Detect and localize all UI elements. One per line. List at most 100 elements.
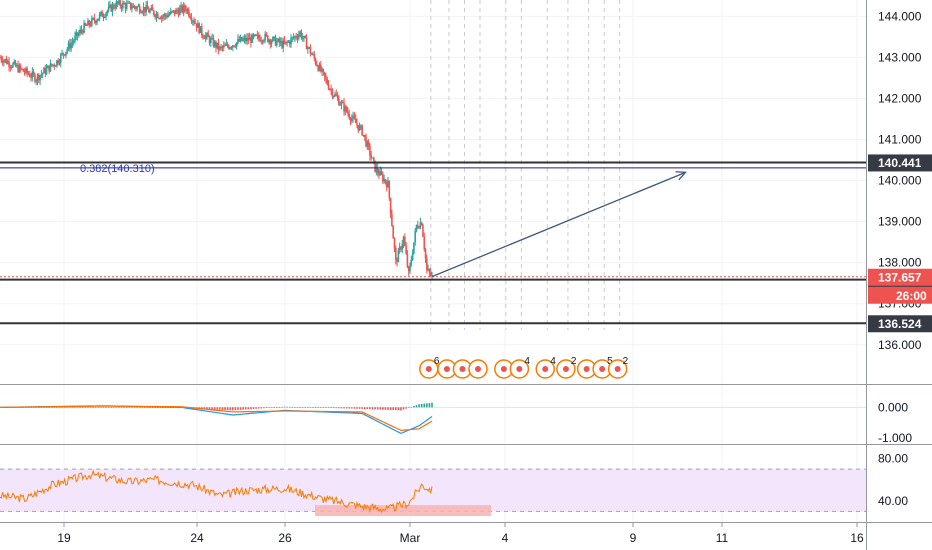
- y-tick-label: 144.000: [878, 9, 922, 23]
- candle-body: [208, 37, 211, 44]
- candle-body: [119, 0, 122, 7]
- candle-body: [182, 5, 185, 12]
- rsi-line: [0, 469, 433, 513]
- candle-body: [1, 60, 4, 63]
- candle-body: [237, 38, 239, 43]
- candle-body: [149, 10, 151, 13]
- projection-arrowhead: [675, 171, 687, 181]
- macd-histogram-bar: [358, 407, 361, 409]
- candle-body: [257, 34, 260, 39]
- candle-body: [10, 66, 13, 68]
- candle-body: [336, 95, 339, 98]
- candle-body: [288, 41, 291, 45]
- candle-body: [385, 182, 388, 188]
- candle-body: [116, 1, 119, 4]
- candle-body: [34, 74, 36, 82]
- macd-histogram-bar: [56, 407, 58, 408]
- macd-histogram-bar: [229, 407, 232, 411]
- candle-body: [129, 2, 132, 9]
- candle-body: [216, 42, 219, 48]
- candle-body: [391, 214, 393, 226]
- macd-histogram-bar: [239, 407, 242, 410]
- macd-histogram-bar: [343, 407, 345, 409]
- candle-body: [263, 40, 265, 42]
- candle-body: [268, 39, 270, 42]
- macd-histogram-bar: [348, 407, 351, 409]
- x-axis[interactable]: 19 24 26 Mar 4 9 11 16: [57, 522, 864, 545]
- macd-histogram-bar: [250, 407, 252, 410]
- macd-histogram-bar: [110, 407, 113, 408]
- macd-histogram-bar: [307, 407, 309, 408]
- candle-body: [197, 23, 199, 28]
- macd-histogram-bar: [118, 407, 120, 408]
- candle-body: [314, 58, 317, 64]
- candle-body: [111, 4, 114, 12]
- candle-body: [52, 64, 54, 66]
- candle-body: [317, 66, 319, 71]
- candle-body: [39, 75, 41, 81]
- candle-body: [255, 34, 257, 36]
- candle-body: [217, 42, 220, 50]
- candle-body: [72, 40, 75, 43]
- candle-body: [400, 247, 402, 250]
- rsi-oversold-zone: [315, 505, 491, 516]
- candle-body: [0, 57, 3, 61]
- macd-histogram-bar: [314, 407, 317, 408]
- candle-body: [343, 102, 345, 112]
- y-axis[interactable]: 136.000137.000138.000139.000140.000141.0…: [868, 9, 932, 508]
- candle-body: [70, 43, 72, 49]
- candle-body: [335, 94, 338, 96]
- candle-body: [260, 40, 263, 42]
- candle-body: [308, 47, 310, 49]
- candle-body: [8, 61, 10, 67]
- candle-body: [211, 37, 213, 39]
- candle-body: [243, 37, 246, 40]
- macd-histogram-bar: [371, 407, 374, 410]
- candle-body: [248, 37, 251, 41]
- candle-body: [281, 41, 283, 48]
- candle-body: [102, 16, 105, 18]
- candle-body: [354, 118, 357, 123]
- candle-body: [272, 37, 274, 42]
- candle-body: [43, 68, 45, 74]
- candle-body: [153, 10, 155, 16]
- x-tick-label: 4: [502, 531, 509, 545]
- price-tag-label: 136.524: [878, 317, 922, 331]
- candle-body: [19, 65, 22, 69]
- macd-histogram-bar: [211, 407, 213, 410]
- macd-histogram-bar: [216, 407, 219, 410]
- macd-histogram-bar: [208, 407, 211, 410]
- candle-body: [371, 157, 374, 159]
- candle-body: [233, 45, 235, 47]
- fib-retracement-label: 0.382(140.310): [80, 163, 155, 175]
- candle-body: [295, 36, 297, 38]
- price-pane[interactable]: 0.382(140.310)6 4 4 2 5 2: [0, 0, 866, 379]
- economic-event-count: 4: [524, 356, 530, 367]
- macd-histogram-bar: [394, 407, 397, 411]
- candle-body: [392, 225, 394, 239]
- macd-histogram-bar: [50, 407, 53, 408]
- candle-body: [163, 14, 166, 17]
- candle-body: [127, 2, 129, 4]
- candle-body: [313, 54, 316, 59]
- macd-pane[interactable]: [0, 402, 433, 435]
- candle-body: [210, 38, 212, 44]
- rsi-pane[interactable]: [0, 468, 866, 516]
- candle-body: [369, 146, 371, 156]
- candle-body: [323, 72, 326, 77]
- candle-body: [266, 35, 269, 42]
- candle-body: [362, 134, 365, 136]
- candle-body: [327, 84, 330, 90]
- macd-histogram-bar: [252, 407, 255, 409]
- macd-histogram-bar: [296, 407, 299, 408]
- candle-body: [18, 65, 21, 72]
- candle-body: [235, 42, 238, 47]
- macd-histogram-bar: [100, 407, 102, 408]
- macd-histogram-bar: [426, 403, 428, 408]
- macd-histogram-bar: [125, 407, 128, 408]
- candle-body: [40, 74, 43, 76]
- candle-body: [309, 47, 312, 54]
- macd-histogram-bar: [338, 407, 340, 409]
- macd-histogram-bar: [151, 407, 154, 408]
